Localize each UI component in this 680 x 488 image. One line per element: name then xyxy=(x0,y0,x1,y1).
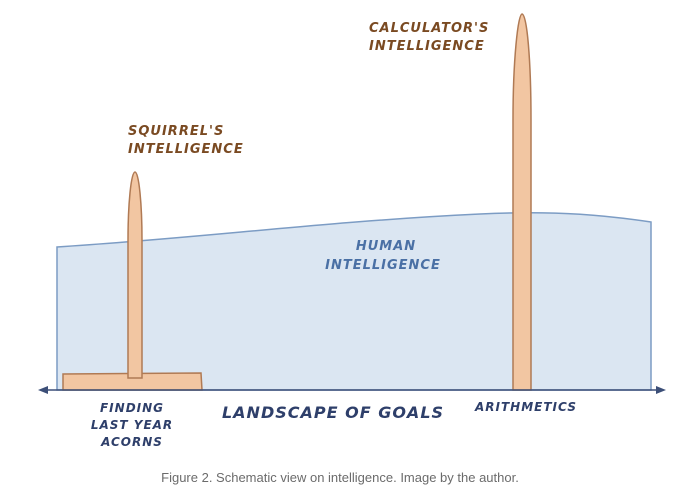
squirrel-label-line2: INTELLIGENCE xyxy=(128,142,244,157)
finding-acorns-label-line1: FINDING xyxy=(100,401,164,415)
calculator-label-line1: CALCULATOR'S xyxy=(369,21,489,36)
intelligence-diagram: CALCULATOR'S INTELLIGENCE SQUIRREL'S INT… xyxy=(38,13,666,449)
calculator-label-line2: INTELLIGENCE xyxy=(369,39,485,54)
human-intelligence-region xyxy=(56,211,652,391)
calculator-intelligence-spike xyxy=(512,13,532,391)
squirrel-intelligence-spike xyxy=(127,171,143,379)
human-label-line2: INTELLIGENCE xyxy=(325,258,441,273)
landscape-of-goals-label: LANDSCAPE OF GOALS xyxy=(222,403,444,422)
axis-right-arrow-icon xyxy=(656,386,666,394)
finding-acorns-label-line3: ACORNS xyxy=(100,435,163,449)
figure-caption: Figure 2. Schematic view on intelligence… xyxy=(161,470,519,485)
human-label-line1: HUMAN xyxy=(356,239,416,254)
squirrel-label-line1: SQUIRREL'S xyxy=(128,124,224,139)
finding-acorns-label-line2: LAST YEAR xyxy=(91,418,173,432)
axis-left-arrow-icon xyxy=(38,386,48,394)
arithmetics-label: ARITHMETICS xyxy=(474,400,577,414)
